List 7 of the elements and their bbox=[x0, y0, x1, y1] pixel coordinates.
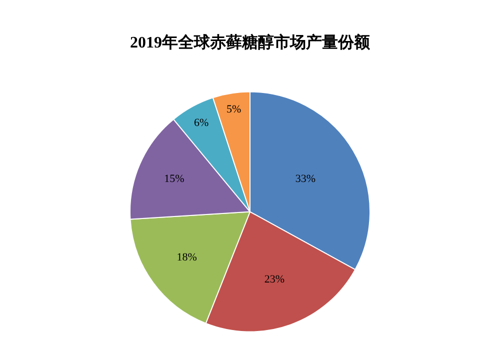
data-label: 18% bbox=[176, 252, 197, 264]
data-label: 23% bbox=[264, 274, 285, 286]
data-label: 6% bbox=[194, 117, 209, 130]
chart-title: 2019年全球赤藓糖醇市场产量份额 bbox=[130, 33, 371, 52]
data-label: 33% bbox=[295, 172, 316, 185]
data-label: 5% bbox=[226, 103, 242, 116]
data-label: 15% bbox=[164, 172, 184, 185]
